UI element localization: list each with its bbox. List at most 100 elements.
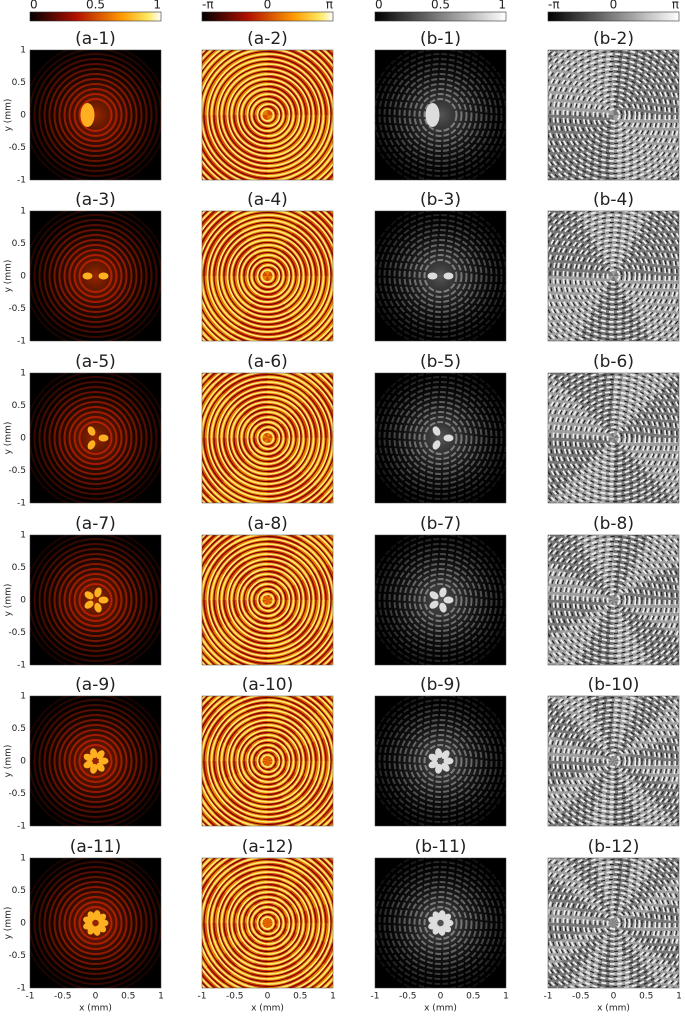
- colorbar: [375, 12, 506, 21]
- x-tick-label: -1: [26, 992, 35, 1002]
- panel-image: [25, 690, 167, 832]
- panel-title: (b-7): [420, 514, 461, 534]
- x-axis-label: x (mm): [424, 1004, 457, 1014]
- colorbar: [30, 12, 161, 21]
- panel-title: (a-3): [75, 190, 116, 210]
- panel-title: (a-5): [75, 352, 116, 372]
- panel-image: [370, 852, 512, 994]
- x-tick-label: 1: [676, 992, 682, 1002]
- y-tick-label: -0.5: [8, 304, 26, 314]
- colorbar-tick-label: 0: [264, 0, 272, 12]
- y-axis-label: y (mm): [4, 907, 14, 940]
- lobe: [444, 435, 454, 442]
- panel-title: (b-11): [415, 837, 467, 857]
- colorbar: [548, 12, 679, 21]
- panel-image: [148, 803, 388, 1015]
- lobe: [99, 273, 109, 280]
- glow: [26, 691, 166, 831]
- panel-title: (b-2): [593, 29, 634, 49]
- glow: [371, 691, 511, 831]
- x-axis-label: x (mm): [79, 1004, 112, 1014]
- panel-title: (a-7): [75, 514, 116, 534]
- panel-title: (b-1): [420, 29, 461, 49]
- lobe: [426, 103, 440, 127]
- x-tick-label: 0.5: [121, 992, 135, 1002]
- panel-image: [370, 367, 512, 509]
- panel-image: [25, 529, 167, 671]
- panel-title: (a-8): [247, 514, 288, 534]
- y-tick-label: 0.5: [12, 78, 26, 88]
- panel-title: (a-12): [242, 837, 293, 857]
- y-tick-label: 0: [20, 272, 26, 282]
- y-axis-label: y (mm): [4, 584, 14, 617]
- y-tick-label: 0.5: [12, 724, 26, 734]
- colorbar-tick-label: 0: [30, 0, 38, 12]
- y-tick-label: 0.5: [12, 401, 26, 411]
- x-tick-label: 0.5: [293, 992, 307, 1002]
- y-axis-label: y (mm): [4, 99, 14, 132]
- lobe: [444, 273, 454, 280]
- panel-image: [494, 0, 685, 235]
- lobe: [81, 103, 95, 127]
- y-tick-label: 1: [20, 46, 26, 56]
- y-tick-label: -1: [17, 337, 26, 347]
- y-axis-label: y (mm): [4, 745, 14, 778]
- x-tick-label: -1: [544, 992, 553, 1002]
- y-tick-label: -0.5: [8, 789, 26, 799]
- glow: [371, 206, 511, 346]
- panel-title: (b-9): [420, 675, 461, 695]
- panel-image: [370, 690, 512, 832]
- panel-image: [25, 44, 167, 186]
- x-tick-label: -0.5: [54, 992, 72, 1002]
- y-tick-label: 0.5: [12, 563, 26, 573]
- x-tick-label: 0: [438, 992, 444, 1002]
- panel-title: (a-1): [75, 29, 116, 49]
- x-tick-label: 0.5: [639, 992, 653, 1002]
- glow: [26, 530, 166, 670]
- panel-title: (b-6): [593, 352, 634, 372]
- y-tick-label: -0.5: [8, 466, 26, 476]
- panel-image: [370, 44, 512, 186]
- x-tick-label: -0.5: [226, 992, 244, 1002]
- colorbar-tick-label: 1: [498, 0, 506, 12]
- x-tick-label: 0: [611, 992, 617, 1002]
- x-tick-label: 0: [93, 992, 99, 1002]
- panel-title: (a-11): [70, 837, 121, 857]
- panel-title: (a-2): [247, 29, 288, 49]
- colorbar-tick-label: 1: [153, 0, 161, 12]
- y-tick-label: -0.5: [8, 628, 26, 638]
- y-tick-label: -1: [17, 176, 26, 186]
- panel-image: [494, 803, 685, 1015]
- lobe: [444, 597, 454, 604]
- colorbar-tick-label: -π: [202, 0, 214, 12]
- panel-title: (a-10): [242, 675, 293, 695]
- glow: [371, 530, 511, 670]
- y-tick-label: 0: [20, 111, 26, 121]
- glow: [26, 206, 166, 346]
- y-tick-label: 1: [20, 531, 26, 541]
- y-tick-label: 0: [20, 919, 26, 929]
- y-tick-label: -0.5: [8, 951, 26, 961]
- y-tick-label: 1: [20, 207, 26, 217]
- colorbar-tick-label: π: [326, 0, 333, 12]
- lobe: [83, 273, 93, 280]
- x-tick-label: 1: [503, 992, 509, 1002]
- glow: [26, 45, 166, 185]
- y-tick-label: -1: [17, 822, 26, 832]
- colorbar: [202, 12, 333, 21]
- panel-title: (b-4): [593, 190, 634, 210]
- colorbar-tick-label: 0.5: [431, 0, 450, 12]
- y-tick-label: 1: [20, 854, 26, 864]
- x-tick-label: 0.5: [466, 992, 480, 1002]
- glow: [26, 368, 166, 508]
- x-tick-label: 1: [330, 992, 336, 1002]
- colorbar-tick-label: -π: [548, 0, 560, 12]
- lobe: [428, 273, 438, 280]
- colorbar-tick-label: 0: [375, 0, 383, 12]
- lobe: [99, 435, 109, 442]
- glow: [371, 368, 511, 508]
- y-tick-label: -1: [17, 499, 26, 509]
- panel-image: [494, 172, 685, 380]
- glow: [371, 45, 511, 185]
